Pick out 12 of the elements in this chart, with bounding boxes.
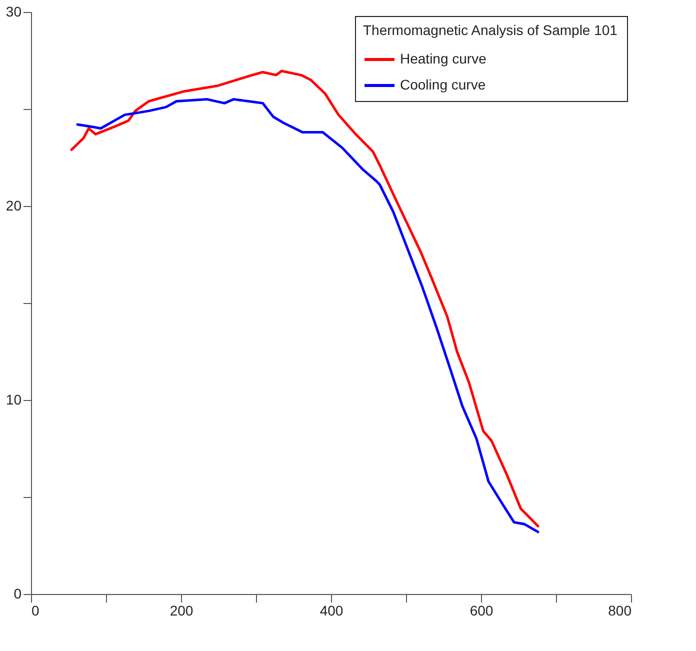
x-tick-label: 0	[32, 602, 40, 618]
y-tick-label: 0	[14, 586, 22, 602]
legend-label: Heating curve	[400, 50, 487, 66]
y-tick-label: 20	[6, 198, 22, 214]
y-tick-label: 30	[6, 4, 22, 20]
x-tick-label: 200	[170, 602, 194, 618]
x-tick-label: 600	[470, 602, 494, 618]
x-tick-label: 400	[320, 602, 344, 618]
legend-title: Thermomagnetic Analysis of Sample 101	[363, 22, 618, 38]
legend-label: Cooling curve	[400, 76, 486, 92]
y-tick-label: 10	[6, 392, 22, 408]
x-tick-label: 800	[608, 602, 632, 618]
